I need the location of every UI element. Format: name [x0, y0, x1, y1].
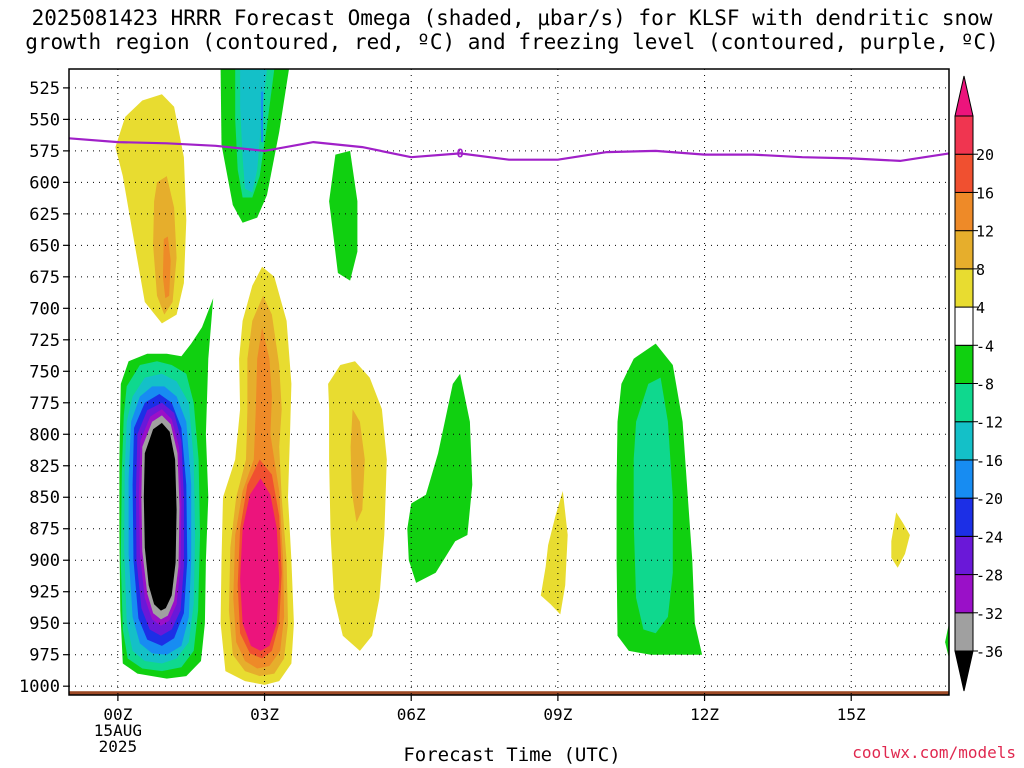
colorbar-bin-11 [954, 230, 974, 270]
colorbar-label-11: 12 [976, 223, 994, 241]
ground-surface [69, 691, 949, 695]
omega-region-y4 [115, 94, 187, 324]
y-tick-label-750: 750 [29, 362, 60, 382]
x-tick-label-15Z: 15Z [837, 705, 866, 724]
y-tick-label-875: 875 [29, 520, 60, 540]
y-tick-label-850: 850 [29, 488, 60, 508]
colorbar-bin-14 [954, 115, 974, 155]
credit-link[interactable]: coolwx.com/models [852, 743, 1016, 762]
omega-region-g4 [945, 623, 949, 659]
freezing-level-contour [68, 137, 950, 163]
colorbar-label-7: -8 [976, 376, 994, 394]
colorbar-label-5: -16 [976, 452, 1003, 470]
omega-region-y12 [162, 236, 171, 299]
y-tick-label-1000: 1000 [19, 677, 60, 697]
colorbar-bin-1 [954, 612, 974, 652]
grid-lines [69, 69, 949, 695]
omega-shading [115, 69, 949, 685]
colorbar-label-8: -4 [976, 337, 994, 355]
y-tick-label-525: 525 [29, 79, 60, 99]
colorbar-bin-3 [954, 535, 974, 576]
colorbar-bin-2 [954, 574, 974, 614]
chart-title: 2025081423 HRRR Forecast Omega (shaded, … [0, 6, 1024, 54]
y-tick-label-650: 650 [29, 236, 60, 256]
y-tick-label-700: 700 [29, 299, 60, 319]
title-line-2: growth region (contoured, red, ºC) and f… [25, 30, 999, 54]
omega-region-y4 [540, 491, 568, 615]
colorbar-bin-5 [954, 459, 974, 499]
colorbar-bin-9 [954, 306, 974, 346]
colorbar-label-1: -32 [976, 605, 1003, 623]
colorbar-bin-4 [954, 497, 974, 537]
y-tick-label-925: 925 [29, 583, 60, 603]
y-tick-label-825: 825 [29, 457, 60, 477]
colorbar-bin-12 [954, 191, 974, 232]
x-axis-label: Forecast Time (UTC) [403, 744, 621, 766]
colorbar-bin-13 [954, 153, 974, 193]
omega-region-g36 [143, 422, 177, 611]
x-tick-label-09Z: 09Z [543, 705, 572, 724]
colorbar-bin-10 [954, 268, 974, 308]
colorbar-bin-7 [954, 383, 974, 423]
omega-region-y20 [240, 478, 280, 651]
x-tick-label-12Z: 12Z [690, 705, 719, 724]
colorbar-arrow-bottom [954, 650, 974, 692]
y-tick-label-775: 775 [29, 394, 60, 414]
colorbar-bin-6 [954, 421, 974, 461]
y-tick-label-900: 900 [29, 551, 60, 571]
y-tick-label-800: 800 [29, 425, 60, 445]
omega-region-g16 [261, 91, 264, 143]
plot-frame [68, 68, 950, 696]
omega-region-g4 [407, 373, 473, 583]
colorbar-bin-8 [954, 344, 974, 384]
y-axis-ticks: 525 550 575 600 625 650 675 700 725 750 775 800 825 8… [19, 79, 69, 697]
y-tick-label-600: 600 [29, 173, 60, 193]
y-tick-label-675: 675 [29, 268, 60, 288]
x-date-label-1: 2025 [99, 737, 138, 756]
omega-region-y4 [891, 512, 910, 568]
y-tick-label-725: 725 [29, 331, 60, 351]
colorbar-label-6: -12 [976, 414, 1003, 432]
y-tick-label-950: 950 [29, 614, 60, 634]
x-date-label-0: 15AUG [94, 721, 142, 740]
colorbar-label-9: 4 [976, 299, 985, 317]
x-tick-label-06Z: 06Z [397, 705, 426, 724]
y-tick-label-575: 575 [29, 142, 60, 162]
omega-region-g4 [329, 150, 358, 281]
colorbar: -36 -32 -28 -24 -20 -16 -12 -8 -4 4 8 12 16 20 [954, 75, 1003, 692]
colorbar-label-12: 16 [976, 184, 994, 202]
omega-region-g8 [633, 377, 673, 634]
y-tick-label-625: 625 [29, 205, 60, 225]
y-tick-label-550: 550 [29, 110, 60, 130]
colorbar-label-13: 20 [976, 146, 994, 164]
y-tick-label-975: 975 [29, 646, 60, 666]
colorbar-label-0: -36 [976, 643, 1003, 661]
colorbar-label-10: 8 [976, 261, 985, 279]
colorbar-label-3: -24 [976, 528, 1003, 546]
omega-region-g12 [240, 69, 267, 193]
colorbar-arrow-top [954, 75, 974, 117]
x-tick-label-00Z: 00Z [103, 705, 132, 724]
title-line-1: 2025081423 HRRR Forecast Omega (shaded, … [31, 6, 993, 30]
x-tick-label-03Z: 03Z [250, 705, 279, 724]
colorbar-label-2: -28 [976, 567, 1003, 585]
colorbar-label-4: -20 [976, 490, 1003, 508]
freezing-level-label: 0 [456, 146, 463, 160]
